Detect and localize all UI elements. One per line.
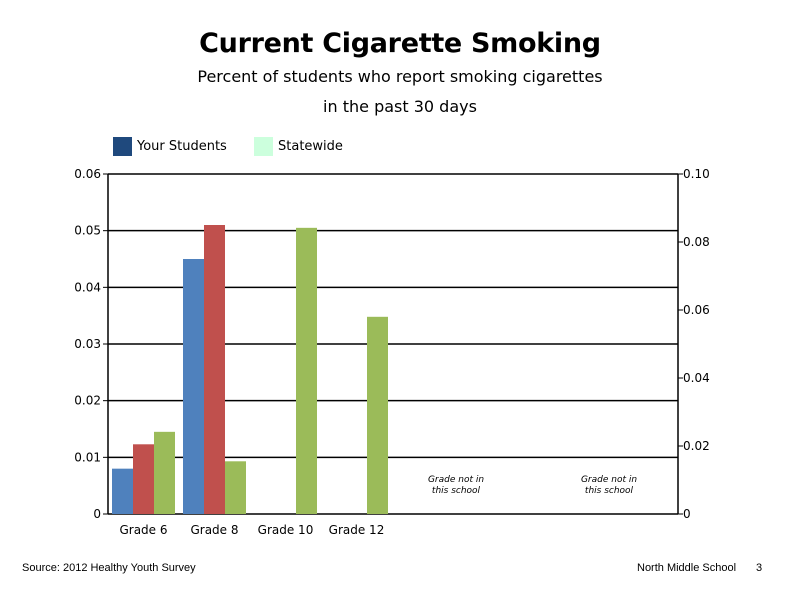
y-right-tick-label: 0.10 xyxy=(683,167,710,181)
y-left-tick-label: 0.04 xyxy=(74,280,101,294)
y-left-tick-label: 0.06 xyxy=(74,167,101,181)
legend-item-your-students: Your Students xyxy=(113,136,227,156)
chart-subtitle-line-2: in the past 30 days xyxy=(323,97,477,116)
y-right-tick-label: 0.06 xyxy=(683,303,710,317)
y-left-tick-label: 0 xyxy=(93,507,101,521)
y-right-tick-label: 0.02 xyxy=(683,439,710,453)
footer-source: Source: 2012 Healthy Youth Survey xyxy=(22,562,196,574)
chart-subtitle-line-1: Percent of students who report smoking c… xyxy=(197,67,603,86)
bar-grade-8-series-2 xyxy=(225,461,246,514)
chart-title: Current Cigarette Smoking xyxy=(199,28,601,59)
bar-grade-6-series-1 xyxy=(133,444,154,514)
x-tick-label: Grade 8 xyxy=(190,523,238,537)
y-left-tick-label: 0.02 xyxy=(74,394,101,408)
x-tick-label: Grade 10 xyxy=(258,523,314,537)
legend-item-statewide: Statewide xyxy=(254,136,343,156)
y-left-tick-label: 0.01 xyxy=(74,450,101,464)
x-tick-label: Grade 6 xyxy=(119,523,167,537)
y-left-tick-label: 0.03 xyxy=(74,337,101,351)
bar-grade-10-series-2 xyxy=(296,227,317,515)
x-tick-label: Grade 12 xyxy=(329,523,385,537)
bar-grade-8-series-1 xyxy=(204,225,225,514)
legend-swatch-your-students xyxy=(113,136,132,156)
bar-grade-6-series-2 xyxy=(154,431,175,514)
y-right-tick-label: 0 xyxy=(683,507,691,521)
y-left-tick-label: 0.05 xyxy=(74,224,101,238)
bar-grade-12-series-2 xyxy=(367,316,388,514)
bar-grade-6-series-0 xyxy=(112,468,133,514)
legend-label-your-students: Your Students xyxy=(137,138,227,154)
legend-label-statewide: Statewide xyxy=(278,138,343,154)
footer-school-name: North Middle School xyxy=(637,562,737,574)
annotation-grade-not-in-school: Grade not in this school xyxy=(581,475,637,496)
y-right-tick-label: 0.04 xyxy=(683,371,710,385)
y-right-tick-label: 0.08 xyxy=(683,235,710,249)
legend-swatch-statewide xyxy=(254,136,273,156)
footer-page-number: 3 xyxy=(756,562,763,574)
bar-grade-8-series-0 xyxy=(183,259,204,514)
annotation-grade-not-in-school: Grade not in this school xyxy=(428,475,484,496)
